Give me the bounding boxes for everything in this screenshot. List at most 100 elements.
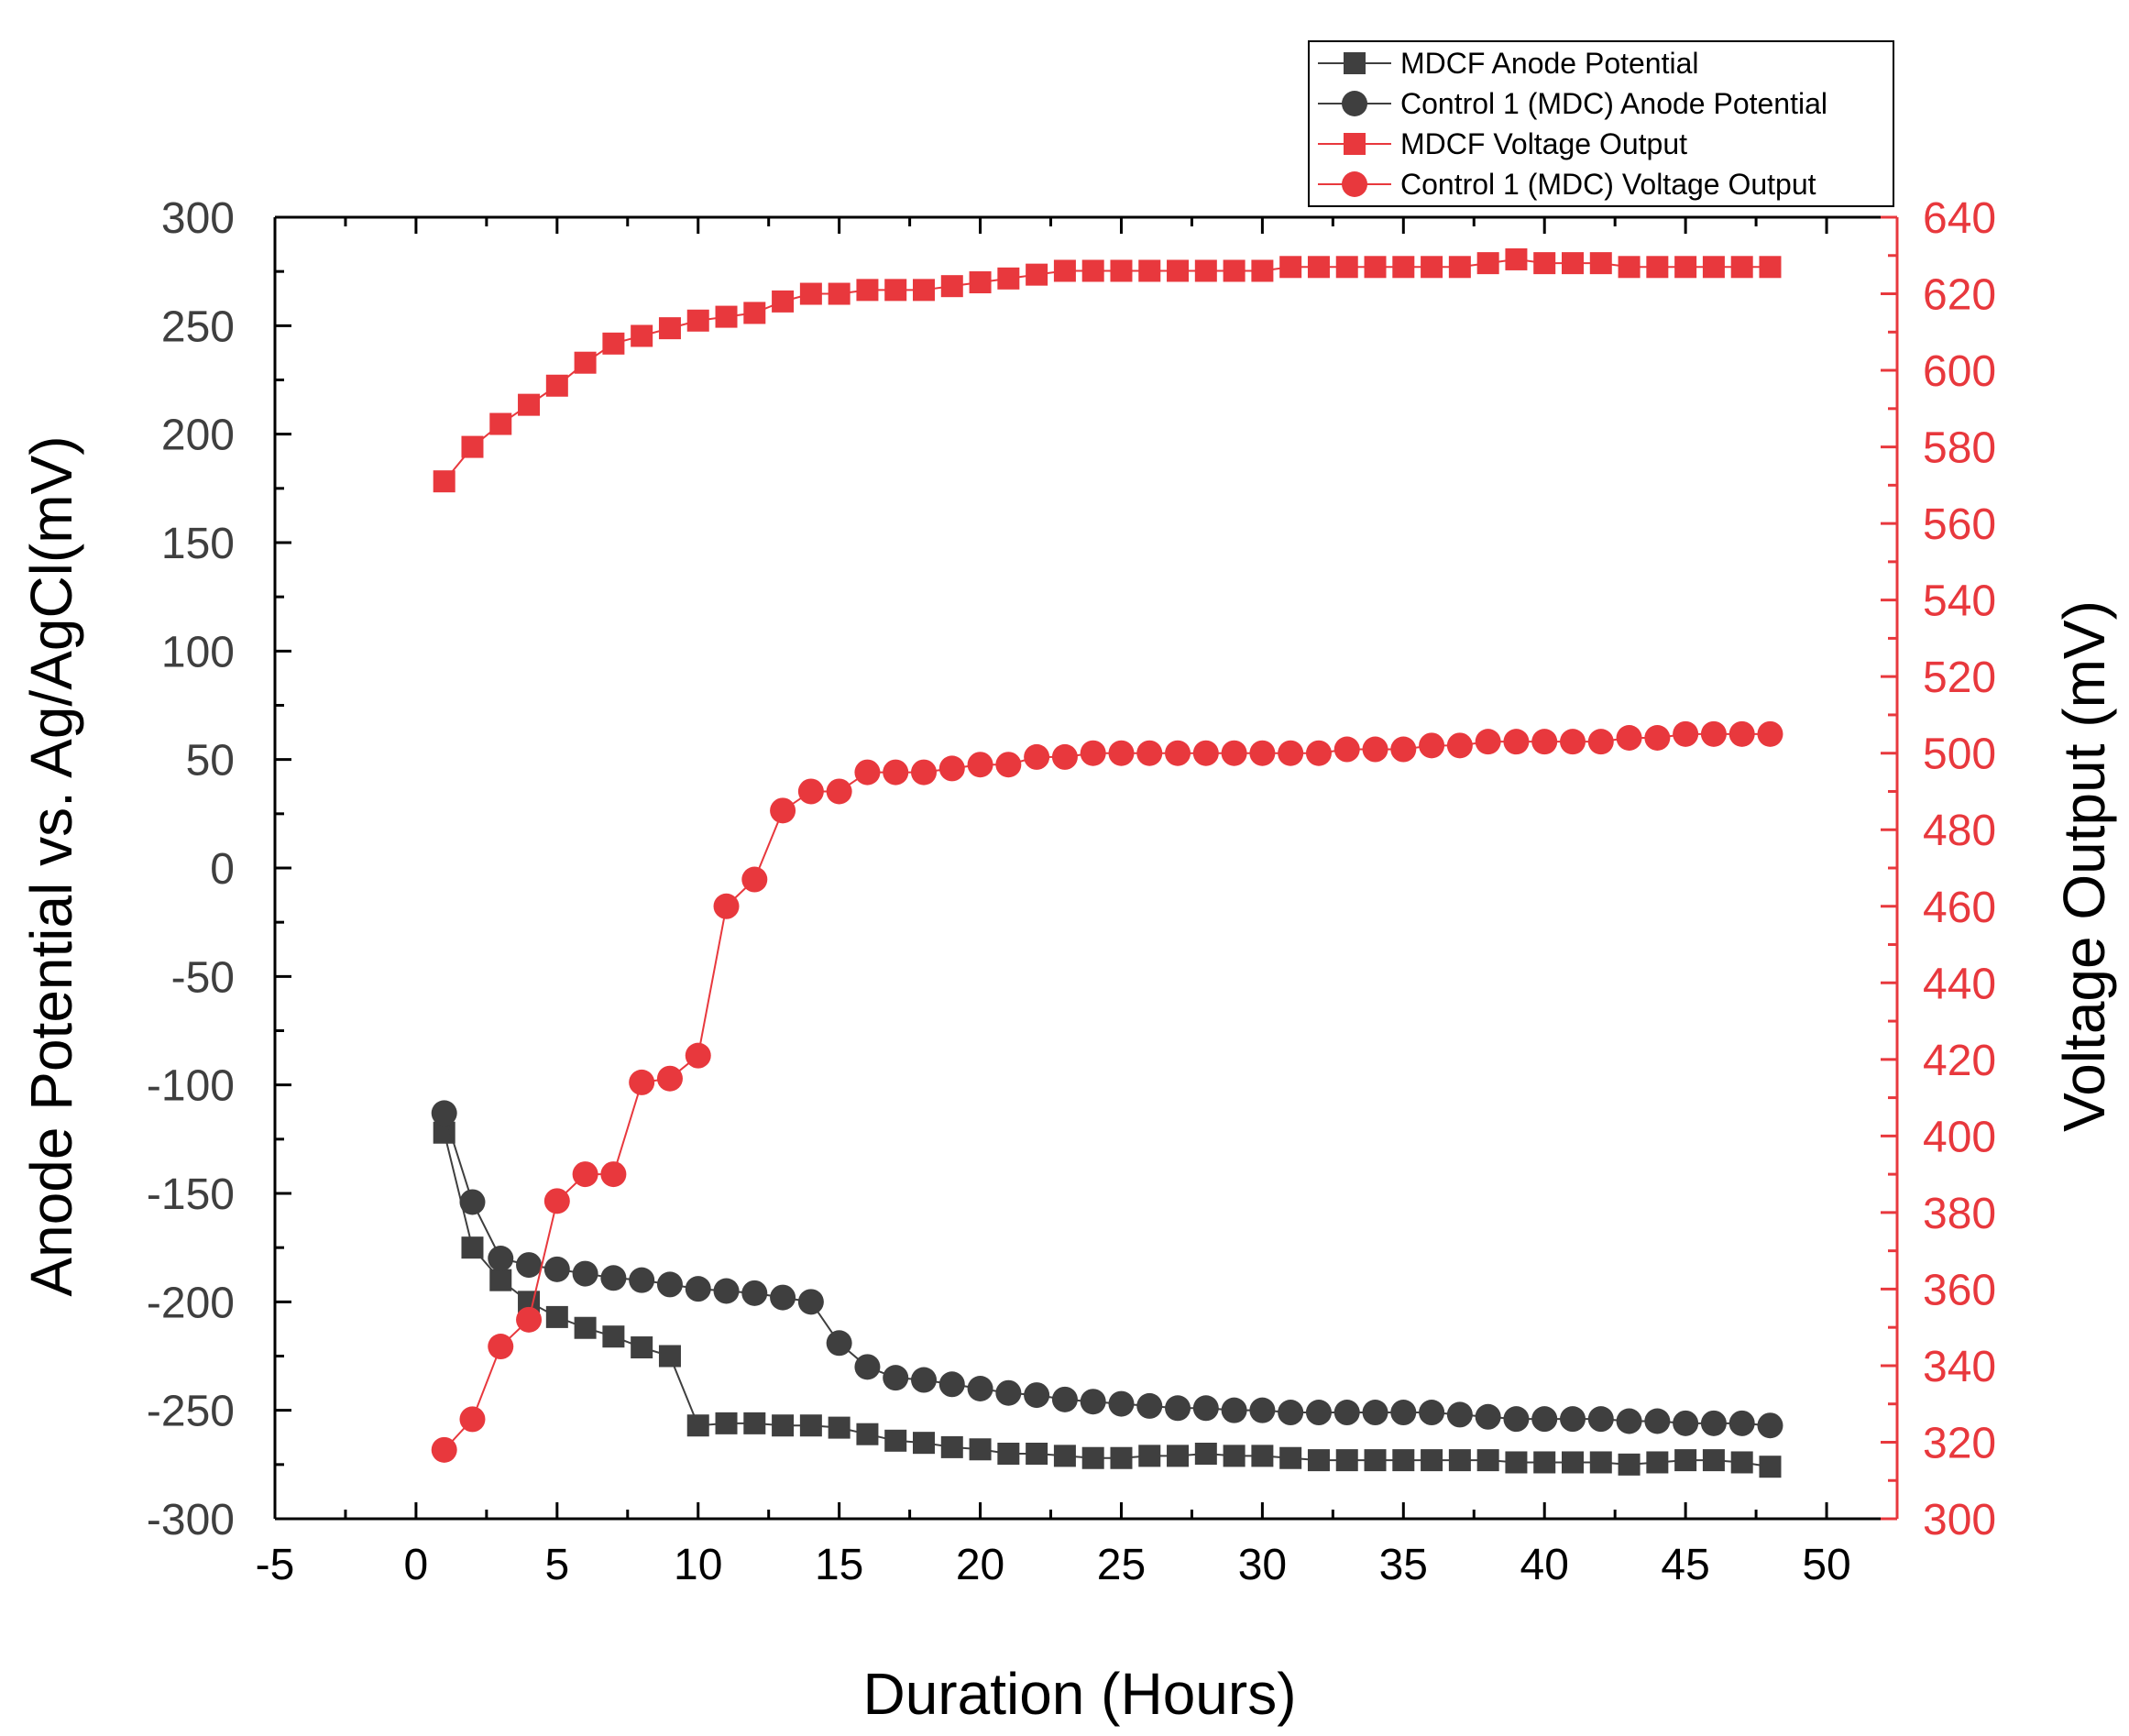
data-point — [431, 1100, 457, 1126]
data-point — [1505, 247, 1528, 270]
data-point — [1587, 1406, 1614, 1433]
data-point — [1364, 256, 1387, 279]
data-point — [1390, 736, 1417, 763]
legend-item: Control 1 (MDC) Anode Potential — [1318, 87, 1827, 120]
data-point — [1138, 1445, 1161, 1467]
data-point — [1421, 256, 1443, 279]
data-point — [572, 1161, 598, 1188]
y-axis-right-title: Voltage Output (mV) — [2051, 600, 2117, 1132]
data-point — [1305, 1400, 1332, 1426]
data-point — [629, 1267, 655, 1293]
data-point — [1560, 729, 1586, 755]
data-point — [1051, 1386, 1078, 1412]
legend: MDCF Anode Potential Control 1 (MDC) Anod… — [1308, 40, 1894, 207]
x-tick-label: 35 — [1379, 1541, 1428, 1589]
data-point — [969, 271, 992, 293]
legend-marker — [1344, 52, 1366, 74]
data-point — [713, 893, 740, 919]
data-point — [772, 290, 795, 313]
data-point — [1616, 725, 1642, 751]
data-point — [1305, 740, 1332, 766]
y-right-tick-label: 600 — [1923, 347, 1996, 396]
data-point — [572, 1260, 598, 1287]
data-point — [516, 1252, 543, 1279]
data-point — [1475, 729, 1501, 755]
data-point — [574, 1316, 597, 1339]
data-point — [1644, 725, 1671, 751]
data-point — [1165, 1395, 1191, 1422]
y-right-tick-label: 560 — [1923, 500, 1996, 549]
data-point — [1618, 1453, 1641, 1476]
data-point — [1221, 1397, 1247, 1423]
legend-label: Control 1 (MDC) Voltage Output — [1400, 168, 1816, 201]
data-point — [1505, 1451, 1528, 1474]
axes-group: -5 0 5 10 15 20 25 30 35 40 45 50300250200150100500… — [147, 194, 1996, 1589]
data-point — [938, 755, 965, 782]
data-point — [545, 374, 568, 397]
data-point — [1081, 1446, 1104, 1469]
data-point — [1364, 1449, 1387, 1472]
y-right-tick-label: 380 — [1923, 1190, 1996, 1238]
data-point — [1251, 259, 1274, 282]
legend-item: MDCF Anode Potential — [1318, 47, 1699, 80]
data-point — [1053, 259, 1076, 282]
data-point — [686, 1414, 709, 1437]
data-point — [1223, 259, 1246, 282]
legend-label: MDCF Voltage Output — [1400, 127, 1687, 160]
data-point — [1333, 736, 1360, 763]
data-point — [543, 1188, 570, 1214]
y-right-tick-label: 340 — [1923, 1343, 1996, 1391]
data-point — [940, 1435, 963, 1458]
legend-marker — [1344, 133, 1366, 155]
data-point — [938, 1371, 965, 1398]
x-tick-label: 50 — [1802, 1541, 1850, 1589]
data-point — [600, 1265, 627, 1291]
data-point — [1446, 732, 1473, 759]
legend-label: Control 1 (MDC) Anode Potential — [1400, 87, 1827, 120]
data-point — [1136, 1392, 1163, 1419]
data-point — [713, 1278, 740, 1304]
y-left-tick-label: -150 — [147, 1170, 235, 1219]
data-point — [489, 1269, 512, 1291]
data-point — [911, 1367, 937, 1393]
y-right-tick-label: 360 — [1923, 1266, 1996, 1314]
data-point — [1476, 1449, 1499, 1472]
data-point — [741, 866, 768, 893]
x-tick-label: 15 — [815, 1541, 863, 1589]
data-point — [995, 1379, 1022, 1406]
data-point — [715, 305, 738, 328]
x-tick-label: 0 — [404, 1541, 429, 1589]
data-point — [461, 1236, 484, 1259]
data-point — [826, 778, 852, 805]
data-point — [685, 1042, 711, 1069]
plot-series-group — [431, 247, 1783, 1478]
data-point — [1165, 740, 1191, 766]
data-point — [1080, 740, 1106, 766]
data-point — [883, 1365, 909, 1391]
data-point — [1562, 252, 1584, 275]
y-right-tick-label: 540 — [1923, 577, 1996, 626]
legend-label: MDCF Anode Potential — [1400, 47, 1699, 80]
data-point — [658, 1345, 681, 1368]
data-point — [1223, 1445, 1246, 1467]
data-point — [743, 1412, 766, 1434]
data-point — [1448, 256, 1471, 279]
data-point — [602, 1325, 625, 1348]
data-point — [797, 1289, 824, 1315]
series-1 — [433, 1121, 1782, 1478]
y-right-tick-label: 460 — [1923, 884, 1996, 932]
y-right-tick-label: 620 — [1923, 271, 1996, 320]
data-point — [1108, 1390, 1135, 1417]
data-point — [574, 351, 597, 374]
y-right-tick-label: 480 — [1923, 807, 1996, 855]
data-point — [600, 1161, 627, 1188]
data-point — [658, 317, 681, 340]
data-point — [1024, 1382, 1050, 1409]
data-point — [1278, 1400, 1304, 1426]
data-point — [1167, 259, 1190, 282]
y-left-tick-label: -100 — [147, 1062, 235, 1111]
x-tick-label: 30 — [1238, 1541, 1287, 1589]
data-point — [967, 752, 993, 778]
data-point — [1562, 1451, 1584, 1474]
data-point — [1249, 740, 1276, 766]
